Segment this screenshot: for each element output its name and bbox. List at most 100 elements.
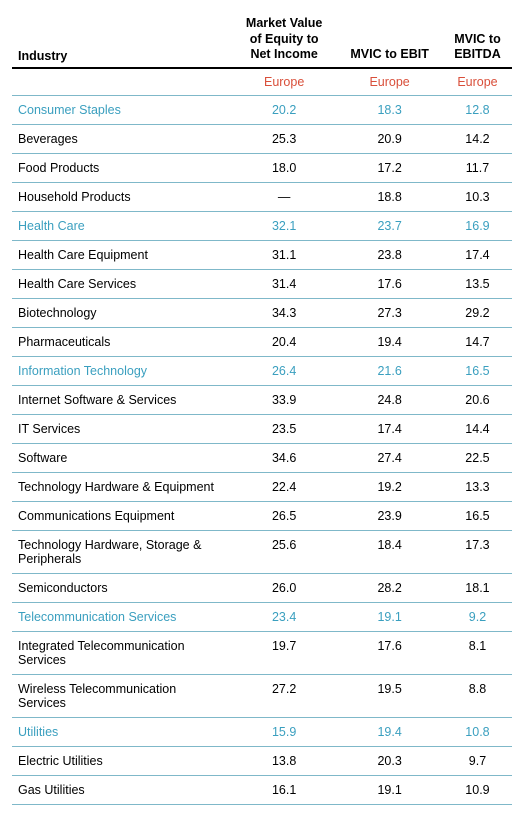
industry-name: Technology Hardware & Equipment — [12, 472, 232, 501]
table-row: Gas Utilities16.119.110.9 — [12, 775, 512, 804]
value-cell: 22.5 — [443, 443, 512, 472]
value-cell: 9.7 — [443, 746, 512, 775]
value-cell: 21.6 — [336, 356, 443, 385]
value-cell: 9.2 — [443, 602, 512, 631]
value-cell: 19.1 — [336, 602, 443, 631]
table-row: Wireless Telecommunication Services27.21… — [12, 674, 512, 717]
value-cell: 20.3 — [336, 746, 443, 775]
value-cell: 12.8 — [443, 95, 512, 124]
industry-name: Biotechnology — [12, 298, 232, 327]
value-cell: 17.3 — [443, 530, 512, 573]
value-cell: 8.1 — [443, 631, 512, 674]
table-row: Information Technology26.421.616.5 — [12, 356, 512, 385]
industry-name: Utilities — [12, 717, 232, 746]
industry-name: Wireless Telecommunication Services — [12, 674, 232, 717]
value-cell: 23.9 — [336, 501, 443, 530]
table-row: IT Services23.517.414.4 — [12, 414, 512, 443]
table-row: Household Products—18.810.3 — [12, 182, 512, 211]
industry-header: Industry — [12, 12, 232, 68]
table-row: Internet Software & Services33.924.820.6 — [12, 385, 512, 414]
region-blank — [12, 68, 232, 96]
table-row: Electric Utilities13.820.39.7 — [12, 746, 512, 775]
value-cell: 17.4 — [336, 414, 443, 443]
valuation-multiples-table: Industry Market Valueof Equity toNet Inc… — [12, 12, 512, 805]
value-cell: 26.0 — [232, 573, 336, 602]
col1-header: Market Valueof Equity toNet Income — [232, 12, 336, 68]
region-row: Europe Europe Europe — [12, 68, 512, 96]
industry-name: Consumer Staples — [12, 95, 232, 124]
table-row: Health Care32.123.716.9 — [12, 211, 512, 240]
industry-name: Household Products — [12, 182, 232, 211]
value-cell: 10.8 — [443, 717, 512, 746]
value-cell: 13.3 — [443, 472, 512, 501]
value-cell: 16.1 — [232, 775, 336, 804]
value-cell: 32.1 — [232, 211, 336, 240]
value-cell: 16.5 — [443, 501, 512, 530]
table-row: Beverages25.320.914.2 — [12, 124, 512, 153]
industry-name: Electric Utilities — [12, 746, 232, 775]
industry-name: Food Products — [12, 153, 232, 182]
value-cell: 13.5 — [443, 269, 512, 298]
value-cell: 18.4 — [336, 530, 443, 573]
value-cell: 33.9 — [232, 385, 336, 414]
value-cell: 34.3 — [232, 298, 336, 327]
value-cell: 34.6 — [232, 443, 336, 472]
col3-header: MVIC toEBITDA — [443, 12, 512, 68]
table-row: Semiconductors26.028.218.1 — [12, 573, 512, 602]
table-row: Health Care Services31.417.613.5 — [12, 269, 512, 298]
industry-name: Communications Equipment — [12, 501, 232, 530]
value-cell: 31.4 — [232, 269, 336, 298]
value-cell: 19.2 — [336, 472, 443, 501]
value-cell: 29.2 — [443, 298, 512, 327]
table-body: Europe Europe Europe Consumer Staples20.… — [12, 68, 512, 805]
value-cell: 19.7 — [232, 631, 336, 674]
value-cell: 20.2 — [232, 95, 336, 124]
value-cell: 19.1 — [336, 775, 443, 804]
value-cell: 19.4 — [336, 717, 443, 746]
industry-name: Gas Utilities — [12, 775, 232, 804]
value-cell: 24.8 — [336, 385, 443, 414]
value-cell: 17.6 — [336, 269, 443, 298]
table-row: Software34.627.422.5 — [12, 443, 512, 472]
value-cell: — — [232, 182, 336, 211]
value-cell: 25.3 — [232, 124, 336, 153]
table-row: Technology Hardware & Equipment22.419.21… — [12, 472, 512, 501]
table-row: Pharmaceuticals20.419.414.7 — [12, 327, 512, 356]
value-cell: 25.6 — [232, 530, 336, 573]
value-cell: 20.9 — [336, 124, 443, 153]
value-cell: 8.8 — [443, 674, 512, 717]
value-cell: 18.1 — [443, 573, 512, 602]
value-cell: 31.1 — [232, 240, 336, 269]
value-cell: 27.4 — [336, 443, 443, 472]
value-cell: 17.4 — [443, 240, 512, 269]
industry-name: Telecommunication Services — [12, 602, 232, 631]
industry-name: Health Care — [12, 211, 232, 240]
region-col2: Europe — [336, 68, 443, 96]
table-row: Integrated Telecommunication Services19.… — [12, 631, 512, 674]
industry-name: Information Technology — [12, 356, 232, 385]
value-cell: 10.9 — [443, 775, 512, 804]
value-cell: 23.4 — [232, 602, 336, 631]
value-cell: 11.7 — [443, 153, 512, 182]
value-cell: 18.8 — [336, 182, 443, 211]
value-cell: 20.4 — [232, 327, 336, 356]
value-cell: 20.6 — [443, 385, 512, 414]
value-cell: 17.2 — [336, 153, 443, 182]
value-cell: 19.4 — [336, 327, 443, 356]
value-cell: 16.9 — [443, 211, 512, 240]
value-cell: 14.4 — [443, 414, 512, 443]
table-row: Biotechnology34.327.329.2 — [12, 298, 512, 327]
value-cell: 10.3 — [443, 182, 512, 211]
col2-header: MVIC to EBIT — [336, 12, 443, 68]
value-cell: 23.7 — [336, 211, 443, 240]
industry-name: IT Services — [12, 414, 232, 443]
industry-name: Pharmaceuticals — [12, 327, 232, 356]
industry-name: Beverages — [12, 124, 232, 153]
industry-name: Internet Software & Services — [12, 385, 232, 414]
value-cell: 22.4 — [232, 472, 336, 501]
industry-name: Technology Hardware, Storage & Periphera… — [12, 530, 232, 573]
value-cell: 27.2 — [232, 674, 336, 717]
table-row: Utilities15.919.410.8 — [12, 717, 512, 746]
industry-name: Software — [12, 443, 232, 472]
value-cell: 23.8 — [336, 240, 443, 269]
